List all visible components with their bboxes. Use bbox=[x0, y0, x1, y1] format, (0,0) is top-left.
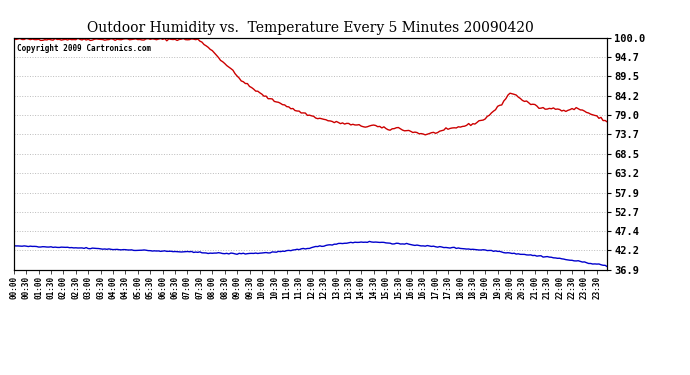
Title: Outdoor Humidity vs.  Temperature Every 5 Minutes 20090420: Outdoor Humidity vs. Temperature Every 5… bbox=[87, 21, 534, 35]
Text: Copyright 2009 Cartronics.com: Copyright 2009 Cartronics.com bbox=[17, 45, 151, 54]
